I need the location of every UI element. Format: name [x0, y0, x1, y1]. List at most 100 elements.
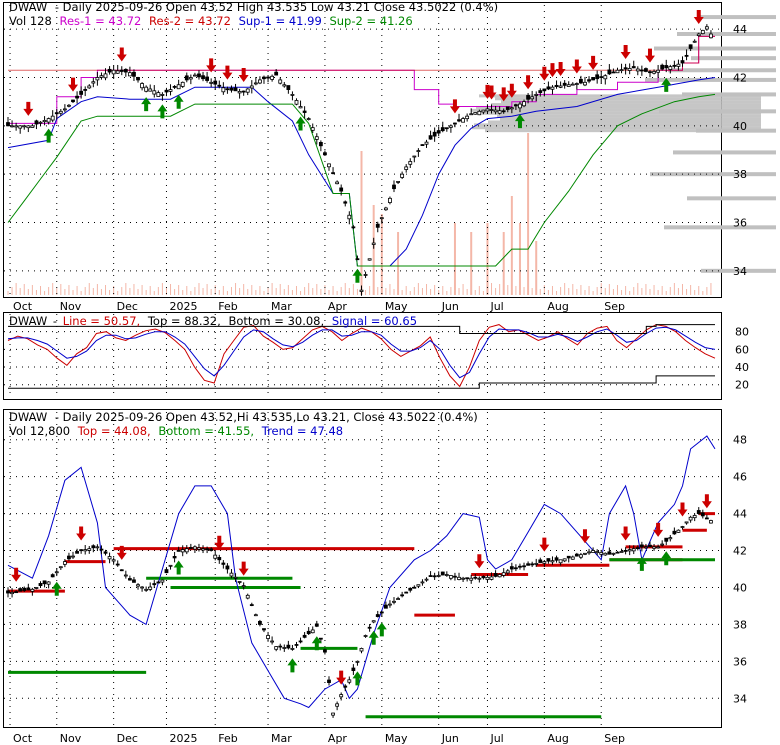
candle-body — [164, 89, 169, 93]
candle-body — [440, 127, 445, 132]
volume-bar — [19, 288, 21, 295]
candle-body — [696, 33, 701, 37]
volume-bar — [694, 290, 696, 295]
price-candle — [485, 104, 490, 114]
volume-bar — [369, 286, 371, 295]
candle-body — [485, 108, 490, 112]
candle-body — [424, 141, 429, 145]
candle-body — [509, 107, 514, 110]
price-candle — [14, 122, 19, 131]
profile-bar — [664, 225, 776, 230]
price-candle — [672, 60, 677, 69]
trend-candle — [570, 555, 575, 560]
trend-candle — [306, 627, 311, 635]
trend-candle — [538, 557, 543, 563]
profile-bar — [700, 15, 776, 20]
candle-body — [518, 103, 522, 109]
candle-body — [99, 75, 104, 78]
candle-body — [623, 67, 628, 70]
oscillator-panel: 20 40 60 80 DWAW - Line = 50.57, Top = 88.3… — [3, 312, 749, 400]
volume-bar — [380, 214, 383, 295]
candle-body — [392, 184, 396, 190]
trend-candle — [457, 572, 461, 581]
trend-candle — [148, 582, 153, 592]
candle-body — [428, 575, 433, 577]
sell-arrow — [474, 554, 485, 569]
candle-body — [591, 77, 596, 81]
candle-body — [197, 73, 201, 78]
candle-body — [323, 152, 327, 156]
price-candle — [448, 124, 453, 133]
price-y-tick: 44 — [733, 23, 747, 36]
candle-body — [672, 530, 677, 535]
volume-bar — [336, 291, 338, 295]
trend-candle — [286, 640, 291, 650]
trend-candle — [225, 563, 230, 574]
sell-arrow — [620, 45, 631, 60]
volume-bar — [352, 284, 354, 295]
volume-bar — [657, 290, 659, 295]
candle-body — [542, 88, 547, 92]
volume-bar — [710, 283, 712, 295]
price-x-tick: Sep — [604, 300, 625, 313]
trend-candle — [355, 660, 360, 666]
price-candle — [306, 117, 311, 121]
candle-body — [420, 581, 425, 584]
candle-body — [245, 88, 250, 93]
volume-bar — [702, 291, 704, 295]
trend-candle — [627, 545, 632, 556]
candle-body — [615, 551, 620, 554]
candle-body — [448, 575, 453, 579]
trend-candle — [99, 545, 104, 555]
candle-body — [477, 577, 482, 580]
volume-bar — [572, 284, 574, 295]
candle-body — [26, 587, 31, 591]
candle-body — [644, 68, 648, 72]
price-candle — [111, 65, 116, 79]
trend-candle — [314, 620, 319, 628]
volume-bar — [202, 288, 204, 295]
trend-candle — [453, 572, 457, 581]
sell-arrow — [498, 87, 509, 102]
candle-body — [237, 90, 242, 94]
candle-body — [383, 207, 388, 211]
price-x-tick: May — [385, 300, 408, 313]
candle-body — [607, 551, 612, 555]
price-candle — [95, 72, 100, 86]
volume-bar — [372, 205, 375, 295]
trend-candle — [656, 544, 661, 549]
price-candle — [119, 66, 124, 76]
trend-candle — [14, 590, 19, 594]
candle-body — [351, 667, 356, 671]
volume-bar — [401, 290, 403, 295]
price-candle — [652, 69, 656, 75]
trend-candle — [709, 519, 713, 524]
trend-candle — [18, 587, 23, 592]
trend-panel-frame — [3, 409, 722, 728]
price-candle — [30, 124, 35, 128]
trend-candle — [258, 619, 262, 627]
price-y-tick: 36 — [733, 217, 747, 230]
price-candle — [542, 88, 547, 97]
trend-candle — [526, 561, 530, 566]
price-candle — [412, 155, 417, 163]
trend-candle — [298, 637, 303, 644]
candle-body — [38, 121, 43, 124]
volume-bar — [214, 285, 216, 295]
price-candle — [310, 123, 315, 134]
candle-body — [497, 574, 502, 578]
price-candle — [375, 221, 380, 233]
volume-bar — [681, 284, 683, 295]
candle-body — [481, 575, 486, 579]
price-candle — [188, 74, 193, 85]
price-candle — [302, 106, 307, 119]
volume-bar — [405, 286, 407, 295]
trend-header-text: - Daily 2025-09-26 Open 43.52,Hi 43.535,… — [55, 410, 478, 424]
volume-bar — [637, 283, 639, 295]
candle-body — [562, 82, 567, 86]
candle-body — [221, 562, 226, 565]
trend-candle — [558, 559, 563, 566]
price-candle — [83, 86, 88, 97]
candle-body — [534, 563, 539, 565]
candle-body — [680, 526, 685, 528]
